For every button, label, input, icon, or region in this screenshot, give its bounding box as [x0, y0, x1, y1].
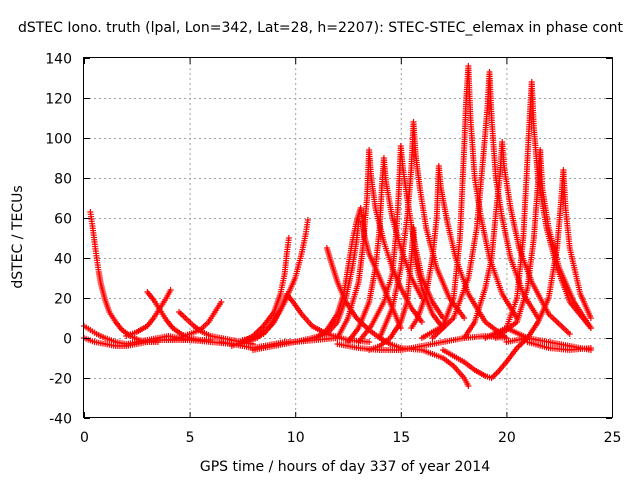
x-tick-label: 10 — [287, 430, 305, 446]
y-tick-label: 100 — [45, 132, 72, 148]
data-point — [167, 287, 174, 293]
plot-frame — [83, 57, 613, 418]
data-points — [81, 63, 594, 389]
y-tick-label: 60 — [54, 212, 72, 228]
chart-title: dSTEC Iono. truth (lpal, Lon=342, Lat=28… — [18, 20, 624, 36]
data-point — [366, 339, 373, 345]
data-series — [492, 147, 594, 341]
x-tick-label: 15 — [392, 430, 410, 446]
data-point — [218, 299, 225, 305]
data-series — [461, 139, 573, 341]
data-series — [366, 225, 447, 353]
x-tick-label: 0 — [80, 430, 89, 446]
y-axis-label: dSTEC / TECUs — [10, 185, 26, 288]
data-series — [239, 217, 311, 343]
y-tick-label: 140 — [45, 52, 72, 68]
x-tick-label: 25 — [604, 430, 622, 446]
y-tick-label: 40 — [54, 252, 72, 268]
data-point — [566, 331, 573, 337]
data-point — [587, 325, 594, 331]
data-point — [587, 345, 594, 351]
data-series — [123, 287, 174, 339]
data-series — [165, 299, 225, 343]
data-point — [465, 383, 472, 389]
y-tick-label: -20 — [49, 372, 72, 388]
data-series — [397, 345, 472, 389]
data-series — [228, 235, 292, 349]
y-tick-label: -40 — [49, 412, 72, 428]
data-series — [376, 119, 468, 341]
y-tick-label: 80 — [54, 172, 72, 188]
y-tick-label: 20 — [54, 292, 72, 308]
axis-ticks: 0 5 10 15 20 25 -40 -20 0 20 40 60 80 100 120 140 — [45, 52, 621, 447]
data-point — [587, 315, 594, 321]
data-series — [440, 335, 531, 381]
x-tick-label: 5 — [186, 430, 195, 446]
data-series — [323, 245, 404, 351]
x-axis-label: GPS time / hours of day 337 of year 2014 — [200, 459, 490, 475]
data-series — [429, 69, 542, 341]
data-series — [503, 167, 594, 345]
data-point — [461, 315, 468, 321]
data-series — [524, 339, 594, 353]
y-tick-label: 0 — [63, 332, 72, 348]
data-point — [285, 235, 292, 241]
x-tick-label: 20 — [498, 430, 516, 446]
data-series — [418, 63, 520, 341]
y-tick-label: 120 — [45, 92, 72, 108]
data-point — [418, 319, 425, 325]
data-point — [304, 217, 311, 223]
